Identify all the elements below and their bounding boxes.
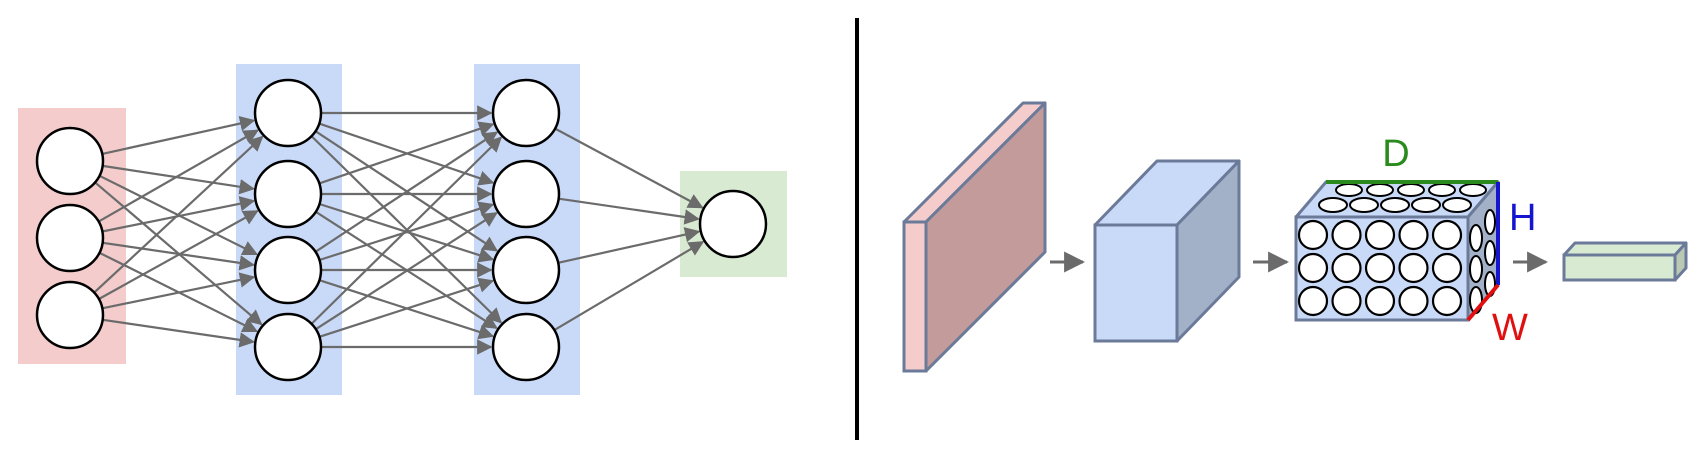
hidden-neuron (491, 312, 561, 382)
connection-edge (102, 318, 255, 348)
input-neuron (35, 126, 105, 196)
volume-neuron (1469, 224, 1483, 252)
volume-neuron (1442, 197, 1472, 213)
volume-neuron (1318, 197, 1348, 213)
connection-edge (98, 210, 259, 300)
connection-edge (318, 121, 495, 185)
connection-edge (310, 136, 503, 325)
volume-neuron (1297, 252, 1329, 284)
volume-neuron (1297, 219, 1329, 251)
volume-neuron (1366, 183, 1394, 197)
neuron-volume: D H W (1294, 133, 1536, 349)
height-label: H (1509, 197, 1536, 239)
neurons (35, 78, 768, 382)
front-face-neurons (1297, 219, 1463, 317)
connection-edge (554, 127, 704, 209)
input-neuron (35, 203, 105, 273)
volume-neuron (1364, 219, 1396, 251)
hidden-neuron (491, 159, 561, 229)
width-label: W (1492, 307, 1528, 349)
hidden-neuron (253, 235, 323, 305)
hidden-neuron (491, 235, 561, 305)
input-slab (902, 101, 1047, 373)
volume-neuron (1431, 219, 1463, 251)
connection-edge (558, 197, 700, 225)
connection-edge (319, 277, 495, 338)
volume-neuron (1335, 183, 1363, 197)
input-slab-front (902, 220, 928, 373)
neural-network-diagram (18, 64, 787, 395)
volume-neuron (1331, 219, 1362, 251)
output-bar (1562, 241, 1688, 282)
volume-neuron (1459, 183, 1487, 197)
volume-neuron (1380, 197, 1410, 213)
connection-edge (553, 240, 705, 332)
volume-neuron (1364, 252, 1396, 284)
volume-neuron (1349, 197, 1379, 213)
connection-edge (102, 272, 256, 310)
volume-neuron (1397, 183, 1425, 197)
volume-neuron (1331, 285, 1362, 317)
volume-block-front (1093, 223, 1179, 343)
hidden-neuron (253, 78, 323, 148)
volume-neuron (1364, 285, 1396, 317)
volume-neuron (1431, 285, 1463, 317)
hidden-neuron (253, 312, 323, 382)
volume-neuron (1331, 252, 1362, 284)
volume-neuron (1484, 240, 1496, 266)
volume-neuron (1411, 197, 1441, 213)
output-bar-front (1562, 253, 1677, 282)
volume-neuron (1431, 252, 1463, 284)
connection-edge (101, 115, 256, 155)
hidden-neuron (253, 159, 323, 229)
connection-edge (102, 164, 255, 195)
volume-neuron (1398, 285, 1429, 317)
connection-edge (314, 131, 499, 253)
connection-edge (557, 227, 701, 264)
volume-block (1093, 159, 1241, 343)
width-edge (1466, 283, 1500, 322)
output-neuron (698, 189, 768, 259)
volume-neuron (1398, 252, 1429, 284)
top-face-neurons (1318, 183, 1487, 213)
volume-neuron (1469, 255, 1483, 283)
connection-edge (98, 129, 259, 223)
depth-label: D (1382, 133, 1409, 175)
hidden-neuron (491, 78, 561, 148)
output-bar-top (1562, 241, 1688, 257)
volume-neuron (1297, 285, 1329, 317)
connections (93, 105, 705, 355)
conv-net-diagram: D H W (902, 101, 1688, 373)
input-neuron (35, 280, 105, 350)
connection-edge (93, 135, 264, 294)
volume-neuron (1398, 219, 1429, 251)
connection-edge (315, 211, 498, 331)
volume-neuron (1484, 209, 1496, 235)
volume-neuron (1428, 183, 1456, 197)
